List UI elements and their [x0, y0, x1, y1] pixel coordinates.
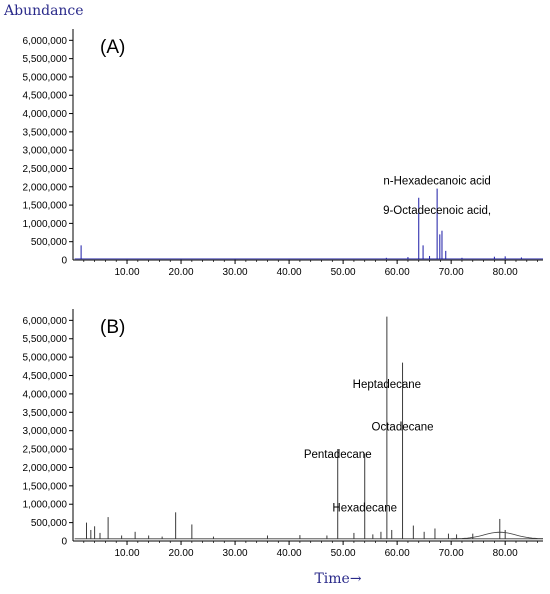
y-tick-label: 2,000,000 — [23, 463, 68, 474]
y-tick-label: 4,000,000 — [23, 109, 68, 120]
x-tick-label: 50.00 — [331, 548, 356, 559]
x-tick-label: 10.00 — [115, 267, 140, 278]
peak-annotation: 9-Octadecenoic acid, — [383, 205, 491, 217]
y-tick-label: 2,500,000 — [23, 164, 68, 175]
x-tick-label: 30.00 — [223, 548, 248, 559]
y-tick-label: 500,000 — [31, 518, 68, 529]
y-tick-label: 3,000,000 — [23, 146, 68, 157]
x-tick-label: 70.00 — [439, 548, 464, 559]
peak-annotation: Heptadecane — [353, 379, 421, 391]
x-tick-label: 40.00 — [277, 267, 302, 278]
x-tick-label: 20.00 — [169, 548, 194, 559]
y-tick-label: 4,500,000 — [23, 371, 68, 382]
x-tick-label: 20.00 — [169, 267, 194, 278]
x-tick-label: 80.00 — [493, 548, 518, 559]
y-tick-label: 4,000,000 — [23, 389, 68, 400]
y-zero-label: 0 — [61, 537, 67, 548]
x-tick-label: 70.00 — [439, 267, 464, 278]
peak-annotation: Pentadecane — [304, 449, 372, 461]
peak-annotation: Octadecane — [372, 421, 434, 433]
x-tick-label: 30.00 — [223, 267, 248, 278]
x-tick-label: 50.00 — [331, 267, 356, 278]
y-tick-label: 6,000,000 — [23, 316, 68, 327]
y-zero-label: 0 — [61, 256, 67, 267]
y-tick-label: 2,500,000 — [23, 445, 68, 456]
y-tick-label: 3,500,000 — [23, 127, 68, 138]
peak-annotation: n-Hexadecanoic acid — [383, 176, 490, 188]
y-tick-label: 3,500,000 — [23, 408, 68, 419]
y-tick-label: 1,500,000 — [23, 201, 68, 212]
y-tick-label: 5,500,000 — [23, 54, 68, 65]
y-tick-label: 3,000,000 — [23, 426, 68, 437]
y-tick-label: 500,000 — [31, 237, 68, 248]
panel-label: (B) — [100, 317, 125, 338]
x-axis-title: Time→ — [314, 571, 361, 587]
y-tick-label: 4,500,000 — [23, 91, 68, 102]
y-tick-label: 5,000,000 — [23, 353, 68, 364]
y-tick-label: 5,000,000 — [23, 72, 68, 83]
y-tick-label: 6,000,000 — [23, 36, 68, 47]
panel-label: (A) — [100, 37, 125, 58]
y-tick-label: 1,000,000 — [23, 219, 68, 230]
y-tick-label: 5,500,000 — [23, 334, 68, 345]
trace-hump — [451, 531, 544, 540]
y-tick-label: 1,000,000 — [23, 500, 68, 511]
y-axis-title: Abundance — [3, 3, 84, 19]
y-tick-label: 1,500,000 — [23, 481, 68, 492]
y-tick-label: 2,000,000 — [23, 182, 68, 193]
x-tick-label: 10.00 — [115, 548, 140, 559]
x-tick-label: 60.00 — [385, 267, 410, 278]
x-tick-label: 60.00 — [385, 548, 410, 559]
peak-annotation: Hexadecane — [332, 502, 397, 514]
x-tick-label: 80.00 — [493, 267, 518, 278]
x-tick-label: 40.00 — [277, 548, 302, 559]
